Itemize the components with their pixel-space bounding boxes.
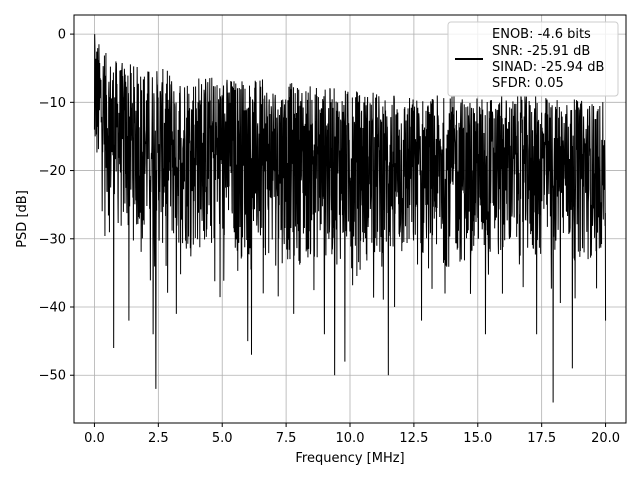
psd-series-line bbox=[93, 34, 607, 403]
x-tick-label: 0.0 bbox=[84, 431, 105, 446]
x-tick-label: 10.0 bbox=[336, 431, 365, 446]
y-axis-ticks: 0 −10 −20 −30 −40 −50 bbox=[39, 28, 74, 384]
x-tick-label: 20.0 bbox=[591, 431, 620, 446]
legend-snr: SNR: -25.91 dB bbox=[492, 44, 590, 59]
x-tick-label: 12.5 bbox=[399, 431, 428, 446]
x-tick-label: 15.0 bbox=[463, 431, 492, 446]
y-tick-label: −50 bbox=[39, 369, 66, 384]
legend-sinad: SINAD: -25.94 dB bbox=[492, 60, 604, 75]
legend: ENOB: -4.6 bits SNR: -25.91 dB SINAD: -2… bbox=[447, 21, 619, 97]
y-tick-label: −40 bbox=[39, 301, 66, 316]
legend-enob: ENOB: -4.6 bits bbox=[492, 27, 591, 42]
y-tick-label: −20 bbox=[39, 164, 66, 179]
y-tick-label: 0 bbox=[58, 28, 66, 43]
y-axis-label: PSD [dB] bbox=[15, 190, 30, 248]
x-axis-ticks: 0.0 2.5 5.0 7.5 10.0 12.5 15.0 17.5 20.0 bbox=[84, 423, 620, 446]
legend-sfdr: SFDR: 0.05 bbox=[492, 76, 564, 91]
x-tick-label: 7.5 bbox=[276, 431, 297, 446]
x-tick-label: 2.5 bbox=[148, 431, 169, 446]
x-tick-label: 5.0 bbox=[212, 431, 233, 446]
y-tick-label: −30 bbox=[39, 232, 66, 247]
x-tick-label: 17.5 bbox=[527, 431, 556, 446]
x-axis-label: Frequency [MHz] bbox=[295, 451, 404, 466]
legend-box bbox=[447, 21, 619, 97]
y-tick-label: −10 bbox=[39, 96, 66, 111]
